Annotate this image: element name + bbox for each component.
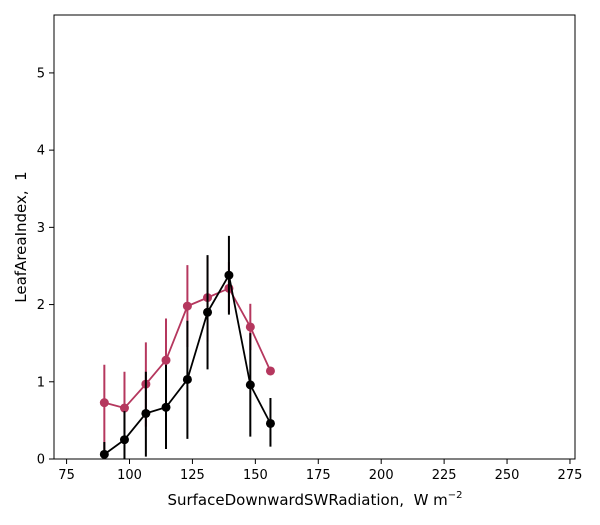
x-axis-label: SurfaceDownwardSWRadiation, W m−2 (167, 490, 462, 509)
x-tick-label: 125 (180, 468, 205, 483)
series-1 (99, 235, 275, 459)
data-point (245, 322, 255, 332)
data-point (265, 366, 275, 376)
data-point (224, 270, 234, 280)
y-tick-label: 3 (37, 221, 45, 236)
y-axis-ticks: 0 1 2 3 4 5 (37, 66, 54, 468)
data-point (203, 307, 213, 317)
x-tick-label: 250 (495, 468, 520, 483)
data-point (182, 301, 192, 311)
x-tick-label: 150 (243, 468, 268, 483)
data-point (161, 355, 171, 365)
data-point (182, 374, 192, 384)
data-point (119, 403, 129, 413)
x-tick-label: 100 (117, 468, 142, 483)
series-layer (99, 235, 275, 459)
x-axis-ticks: 75 100 125 150 175 200 225 250 275 (58, 459, 582, 483)
x-tick-label: 225 (432, 468, 457, 483)
x-tick-label: 175 (306, 468, 331, 483)
plot-area (53, 14, 576, 460)
y-tick-label: 1 (37, 375, 45, 390)
data-point (245, 380, 255, 390)
x-tick-label: 275 (558, 468, 583, 483)
data-point (265, 418, 275, 428)
data-point (141, 408, 151, 418)
y-tick-label: 4 (37, 144, 45, 159)
x-tick-label: 75 (58, 468, 75, 483)
data-point (99, 398, 109, 408)
data-point (119, 435, 129, 445)
data-point (99, 449, 109, 459)
x-tick-label: 200 (369, 468, 394, 483)
y-tick-label: 2 (37, 298, 45, 313)
y-tick-label: 5 (37, 66, 45, 81)
data-point (161, 402, 171, 412)
y-axis-label: LeafAreaIndex, 1 (12, 171, 30, 302)
y-tick-label: 0 (37, 453, 45, 468)
